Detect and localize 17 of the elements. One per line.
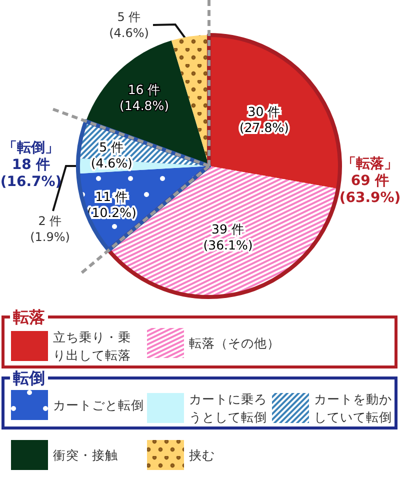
- data-label: 39 件 (36.1%): [203, 221, 253, 252]
- data-label: 2 件 (1.9%): [30, 214, 70, 244]
- data-label: 5 件 (4.6%): [90, 139, 132, 170]
- text: 転倒: [13, 368, 45, 388]
- legend-label: 立ち乗り・乗り出して転落: [53, 330, 131, 362]
- text: 転落: [13, 308, 45, 326]
- legend-label: 衝突・接触: [53, 448, 118, 462]
- legend-label: 転落（その他）: [189, 336, 280, 350]
- legend-label: カートを動かしていて転倒: [314, 392, 392, 424]
- text: 「転倒」 18 件 (16.7%): [0, 140, 62, 190]
- data-label: 30 件 (27.8%): [239, 104, 289, 136]
- data-label: 5 件 (4.6%): [109, 10, 149, 40]
- legend-label: カートに乗ろうとして転倒: [189, 392, 267, 424]
- legend-label: 挟む: [189, 448, 215, 462]
- legend-label: カートごと転倒: [53, 398, 144, 412]
- text: 「転落」 69 件 (63.9%): [339, 156, 400, 206]
- data-label: 16 件 (14.8%): [120, 82, 170, 113]
